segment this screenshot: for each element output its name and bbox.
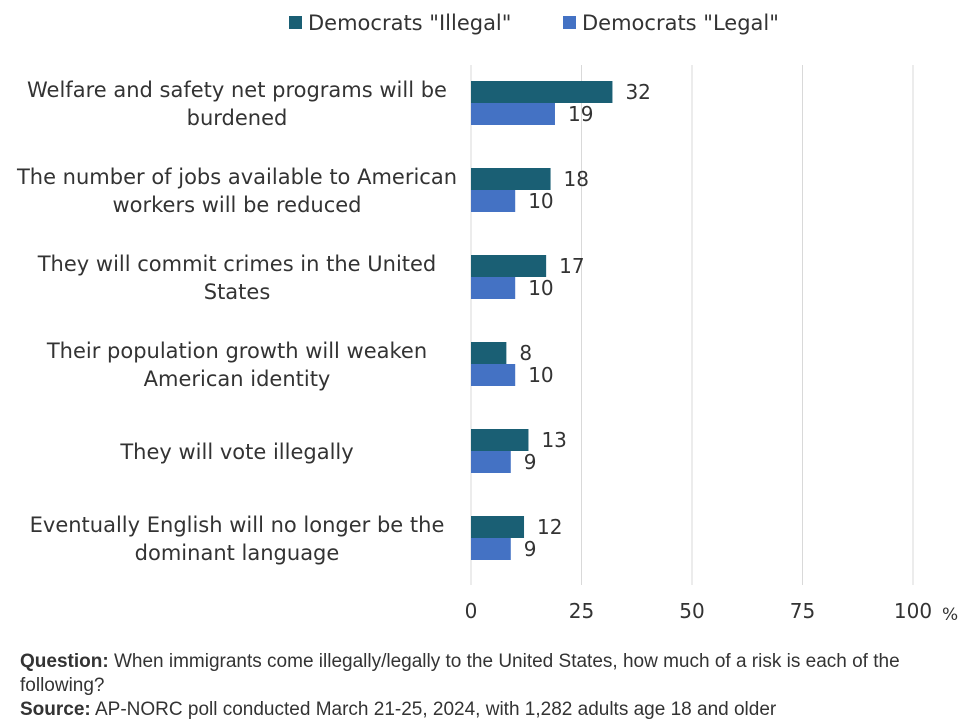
x-tick-label: 75 bbox=[790, 599, 815, 623]
source-note: Source: AP-NORC poll conducted March 21-… bbox=[20, 698, 940, 722]
data-label: 13 bbox=[541, 428, 566, 452]
bars bbox=[471, 81, 613, 560]
data-label: 32 bbox=[625, 80, 650, 104]
bar-legal bbox=[471, 277, 516, 299]
x-tick-label: 100 bbox=[894, 599, 932, 623]
data-label: 19 bbox=[568, 102, 593, 126]
bar-illegal bbox=[471, 168, 551, 190]
data-label: 17 bbox=[559, 254, 584, 278]
category-label: Eventually English will no longer be the… bbox=[30, 513, 445, 565]
category-label: They will commit crimes in the United Sta… bbox=[37, 252, 437, 304]
category-label: The number of jobs available to American… bbox=[16, 165, 457, 217]
category-label: Welfare and safety net programs will be b… bbox=[27, 78, 447, 130]
legend-label: Democrats "Legal" bbox=[582, 11, 779, 35]
data-label: 9 bbox=[524, 537, 537, 561]
x-unit-label: % bbox=[942, 605, 958, 625]
bar-legal bbox=[471, 451, 511, 473]
bar-illegal bbox=[471, 342, 507, 364]
bar-illegal bbox=[471, 516, 525, 538]
bar-illegal bbox=[471, 429, 529, 451]
data-label: 9 bbox=[524, 450, 537, 474]
x-axis-ticks: 0 25 50 75 100% bbox=[465, 599, 959, 625]
bar-legal bbox=[471, 364, 516, 386]
source-label: Source: bbox=[20, 699, 91, 720]
category-labels: Welfare and safety net programs will be b… bbox=[16, 78, 457, 565]
data-label: 10 bbox=[528, 189, 553, 213]
bar-illegal bbox=[471, 81, 613, 103]
bar-legal bbox=[471, 538, 511, 560]
legend: Democrats "Illegal" Democrats "Legal" bbox=[289, 11, 779, 35]
x-tick-label: 0 bbox=[465, 599, 478, 623]
bar-legal bbox=[471, 103, 555, 125]
category-label: Their population growth will weaken Ameri… bbox=[46, 339, 427, 391]
legend-swatch bbox=[289, 16, 302, 29]
data-label: 12 bbox=[537, 515, 562, 539]
category-label: They will vote illegally bbox=[119, 440, 353, 464]
x-tick-label: 25 bbox=[569, 599, 594, 623]
bar-illegal bbox=[471, 255, 547, 277]
question-note: Question: When immigrants come illegally… bbox=[20, 650, 940, 698]
legend-label: Democrats "Illegal" bbox=[308, 11, 511, 35]
chart-footer: Question: When immigrants come illegally… bbox=[20, 650, 940, 722]
bar-legal bbox=[471, 190, 516, 212]
data-label: 8 bbox=[519, 341, 532, 365]
legend-swatch bbox=[563, 16, 576, 29]
gridlines bbox=[470, 65, 914, 585]
data-label: 18 bbox=[564, 167, 589, 191]
x-tick-label: 50 bbox=[679, 599, 704, 623]
question-text: When immigrants come illegally/legally t… bbox=[20, 651, 900, 696]
data-label: 10 bbox=[528, 363, 553, 387]
source-text: AP-NORC poll conducted March 21-25, 2024… bbox=[90, 699, 777, 720]
data-label: 10 bbox=[528, 276, 553, 300]
question-label: Question: bbox=[20, 651, 109, 672]
